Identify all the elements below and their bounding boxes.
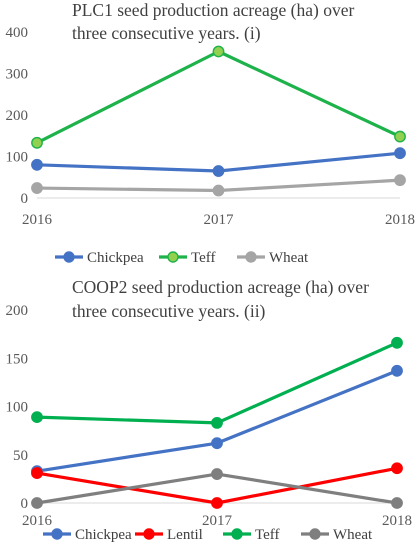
data-point-wheat [211,468,223,480]
x-tick-label: 2016 [22,513,53,529]
legend-swatch-marker [63,251,75,263]
y-tick-label: 100 [6,400,29,416]
y-tick-label: 200 [6,108,29,124]
y-tick-label: 50 [13,448,28,464]
legend-item-teff: Teff [223,527,280,543]
data-point-chickpea [211,437,223,450]
data-point-teff [31,411,43,424]
y-tick-label: 100 [6,150,29,166]
legend-swatch-marker [309,528,321,540]
legend-swatch-marker [51,528,63,540]
data-point-lentil [211,497,223,509]
x-tick-label: 2018 [385,212,415,228]
legend-swatch-marker [231,528,243,540]
y-tick-label: 300 [6,67,29,83]
data-point-wheat [394,174,406,187]
legend-item-wheat: Wheat [301,527,373,543]
x-tick-label: 2017 [202,513,233,529]
chart-title-line: three consecutive years. (i) [72,23,261,43]
y-tick-label: 400 [6,25,29,41]
y-tick-label: 200 [6,303,29,319]
data-point-teff [391,336,403,349]
legend-swatch-marker [143,528,155,540]
data-point-wheat [391,497,403,509]
data-point-wheat [31,182,43,194]
legend-item-teff: Teff [159,250,216,266]
legend-swatch-marker [167,251,179,263]
x-tick-label: 2018 [382,513,412,529]
y-tick-label: 150 [6,351,29,367]
data-point-teff [212,45,225,58]
chart-panel-2: COOP2 seed production acreage (ha) over t… [6,277,413,543]
legend-item-chickpea: Chickpea [55,250,144,266]
y-tick-label: 0 [21,191,29,207]
data-point-lentil [31,467,43,479]
x-tick-label: 2017 [204,212,235,228]
legend-label: Chickpea [87,250,144,266]
legend-label: Lentil [167,527,203,543]
data-point-wheat [31,497,43,509]
legend-swatch-marker [245,251,257,263]
legend-item-wheat: Wheat [237,250,309,266]
chart-title-line: COOP2 seed production acreage (ha) over [72,277,369,297]
x-tick-label: 2016 [22,212,53,228]
legend-label: Teff [255,527,280,543]
legend-item-lentil: Lentil [135,527,203,543]
data-point-chickpea [394,147,406,160]
y-tick-label: 0 [21,496,29,512]
legend-label: Wheat [269,250,309,266]
chart-title-line: three consecutive years. (ii) [72,301,266,321]
data-point-wheat [212,184,225,197]
legend-label: Chickpea [75,527,132,543]
legend-label: Wheat [333,527,373,543]
legend-label: Teff [191,250,216,266]
data-point-lentil [391,462,403,475]
chart-title-line: PLC1 seed production acreage (ha) over [72,0,354,20]
data-point-teff [394,130,406,143]
data-point-teff [211,417,223,429]
legend-item-chickpea: Chickpea [43,527,132,543]
data-point-chickpea [391,364,403,377]
chart-panel-1: PLC1 seed production acreage (ha) over th… [6,0,416,266]
data-point-chickpea [212,165,225,177]
data-point-chickpea [31,158,43,171]
data-point-teff [31,136,43,149]
